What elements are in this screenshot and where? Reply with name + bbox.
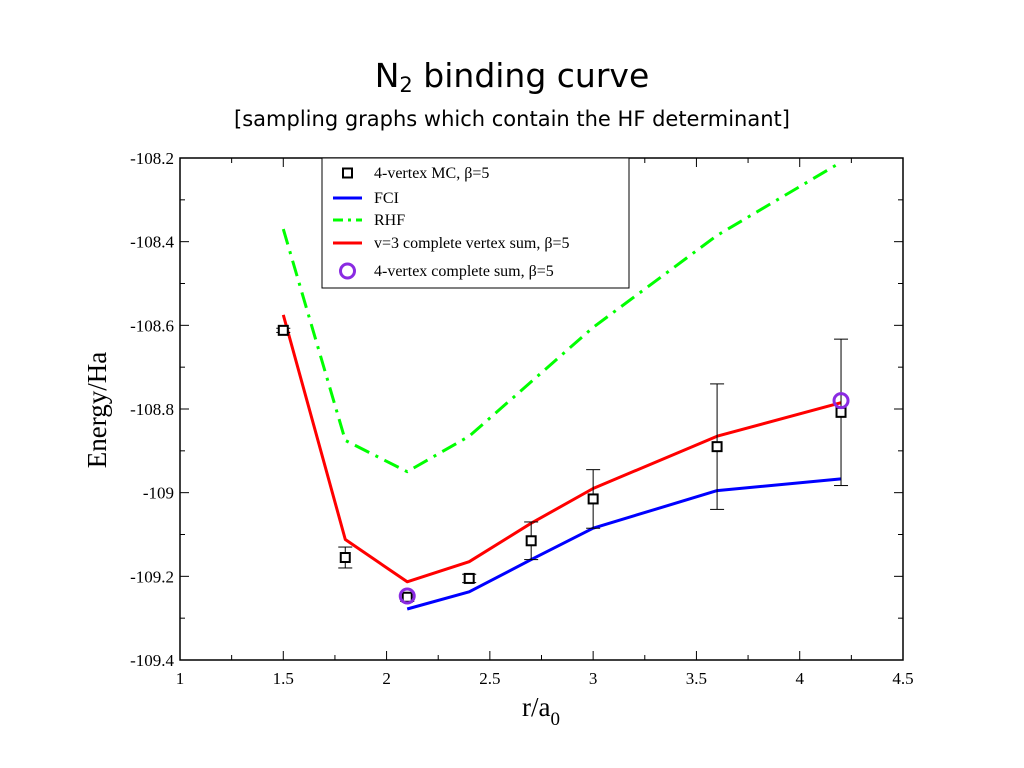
chart-title: N2 binding curve: [0, 56, 1024, 105]
y-tick-label: -108.8: [130, 400, 174, 419]
chart-title-text: N: [374, 56, 400, 95]
chart-subtitle: [sampling graphs which contain the HF de…: [234, 107, 790, 131]
x-tick-label: 4.5: [892, 669, 913, 688]
data-point-square: [339, 552, 351, 564]
x-tick-label: 1: [176, 669, 185, 688]
y-axis-label: Energy/Ha: [82, 352, 112, 468]
data-point-square: [711, 441, 723, 453]
series-line-v=3 complete vertex sum, β=5: [281, 314, 842, 584]
legend: 4-vertex MC, β=5 FCI RHF v=3 complete verte…: [321, 157, 630, 289]
legend-box: [321, 157, 630, 289]
chart-title-block: N2 binding curve [sampling graphs which …: [0, 56, 1024, 133]
legend-symbol-circle: [339, 262, 356, 280]
data-point-square: [587, 493, 599, 505]
y-tick-label: -109.2: [130, 567, 174, 586]
x-tick-label: 2.5: [479, 669, 500, 688]
y-tick-label: -108.6: [130, 316, 174, 335]
y-tick-label: -109: [143, 484, 174, 503]
data-point-square: [277, 324, 289, 336]
x-tick-label: 3: [589, 669, 598, 688]
x-axis-label-subscript: 0: [550, 709, 560, 730]
x-axis-label-text: r/a: [522, 692, 550, 722]
data-point-square: [463, 572, 475, 584]
data-point-square: [835, 406, 847, 418]
legend-entry-label: FCI: [374, 190, 399, 207]
data-point-circle: [832, 392, 850, 410]
chart-title-subscript: 2: [399, 73, 413, 97]
legend-entry-label: 4-vertex complete sum, β=5: [374, 263, 554, 280]
legend-entry-label: 4-vertex MC, β=5: [374, 165, 489, 182]
y-tick-label: -108.4: [130, 233, 174, 252]
legend-entry-label: v=3 complete vertex sum, β=5: [374, 235, 569, 252]
y-tick-label: -108.2: [130, 149, 174, 168]
legend-symbol-square: [342, 167, 353, 179]
data-point-square: [525, 535, 537, 547]
legend-entry-label: RHF: [374, 212, 405, 229]
ticks-layer: 1 1.5 2 2.5 3 3.5 4 4.5 -108.2 -108.4 -108.6 -108.8…: [130, 149, 914, 688]
chart-title-rest: binding curve: [412, 56, 650, 95]
x-tick-label: 4: [795, 669, 804, 688]
y-tick-label: -109.4: [130, 651, 174, 670]
x-axis-label: r/a0: [522, 692, 560, 730]
x-tick-label: 2: [382, 669, 391, 688]
series-line-FCI: [406, 477, 842, 611]
x-tick-label: 3.5: [686, 669, 707, 688]
x-tick-label: 1.5: [273, 669, 294, 688]
data-point-circle: [398, 587, 416, 605]
series-layer: [276, 160, 850, 611]
data-point-square: [401, 591, 413, 603]
